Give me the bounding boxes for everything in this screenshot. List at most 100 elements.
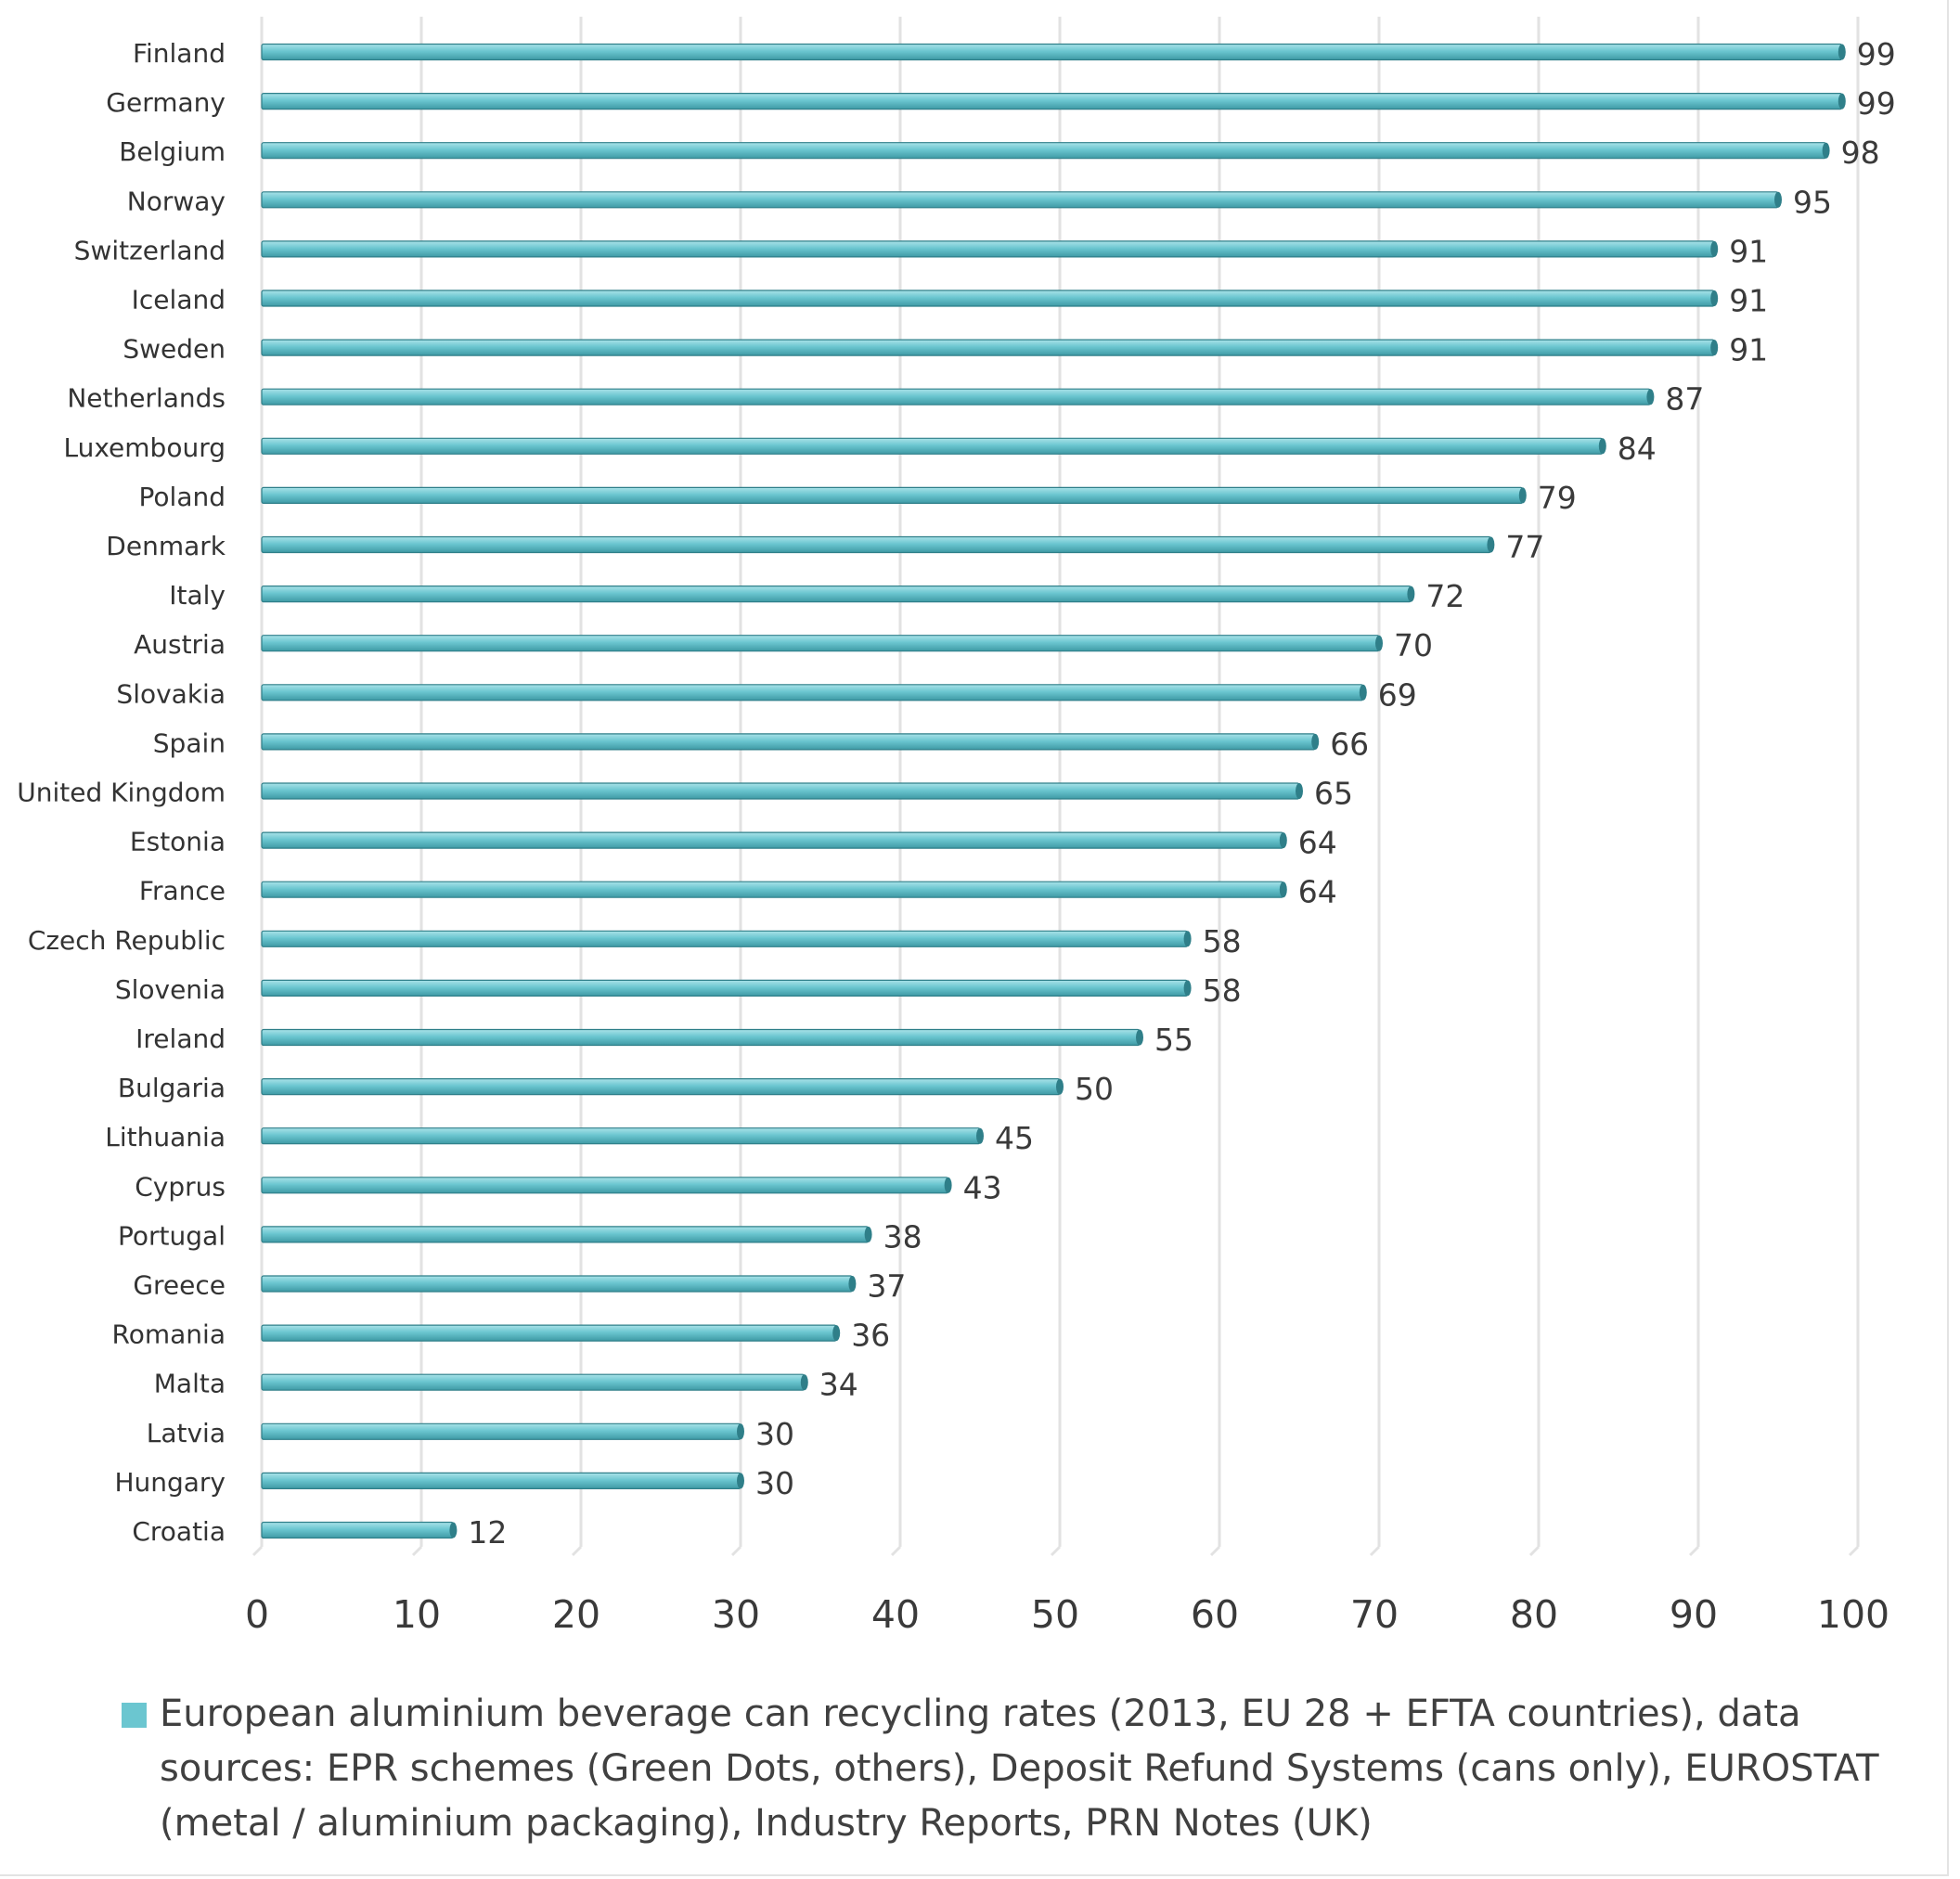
bar-end-cap xyxy=(944,1177,952,1193)
bar-end-cap xyxy=(1598,438,1606,455)
category-labels: Finland Germany Belgium Norway Switzerland Ic… xyxy=(17,38,226,1547)
value-label: 72 xyxy=(1425,578,1464,614)
value-label: 64 xyxy=(1298,825,1337,861)
x-tick-label: 90 xyxy=(1670,1592,1718,1637)
bar-end-cap xyxy=(976,1127,984,1144)
bar-end-cap xyxy=(1056,1078,1064,1095)
bar-end-cap xyxy=(1822,142,1830,159)
value-label: 30 xyxy=(755,1416,794,1452)
value-label: 36 xyxy=(851,1318,890,1354)
gridline-foot xyxy=(1528,1545,1541,1557)
bar xyxy=(261,1077,1061,1096)
category-label: France xyxy=(139,876,226,907)
gridline-foot xyxy=(571,1545,583,1557)
bar xyxy=(261,486,1524,505)
category-label: Germany xyxy=(106,87,226,118)
value-label: 43 xyxy=(963,1169,1002,1205)
category-label: Italy xyxy=(169,580,226,611)
value-label: 34 xyxy=(819,1367,858,1403)
bar xyxy=(261,930,1189,947)
bar xyxy=(261,437,1604,455)
bar xyxy=(261,1127,981,1145)
frame-border-right xyxy=(1947,0,1949,1876)
value-label: 58 xyxy=(1203,923,1242,959)
bar-end-cap xyxy=(1774,191,1782,208)
value-label: 91 xyxy=(1729,233,1768,269)
bar xyxy=(261,1028,1141,1047)
value-label: 58 xyxy=(1203,972,1242,1009)
frame-border-bottom xyxy=(0,1874,1949,1876)
bar xyxy=(261,1324,837,1342)
legend-swatch xyxy=(122,1703,147,1728)
category-label: Austria xyxy=(134,629,226,660)
category-label: Slovenia xyxy=(115,974,226,1005)
gridline-foot xyxy=(1050,1545,1062,1557)
value-label: 99 xyxy=(1857,85,1896,122)
value-label: 84 xyxy=(1618,431,1657,467)
bar-end-cap xyxy=(1183,931,1192,947)
bar-end-cap xyxy=(1838,44,1846,60)
bar-chart: Finland Germany Belgium Norway Switzerland Ic… xyxy=(17,17,1896,1637)
bar-end-cap xyxy=(1518,487,1527,504)
value-label: 50 xyxy=(1075,1071,1114,1107)
value-label: 98 xyxy=(1841,135,1880,171)
category-label: Romania xyxy=(112,1319,226,1350)
category-label: Lithuania xyxy=(105,1122,226,1152)
x-tick-label: 100 xyxy=(1817,1592,1889,1637)
bar xyxy=(261,1275,854,1293)
category-label: Slovakia xyxy=(116,678,226,709)
category-label: Croatia xyxy=(132,1516,226,1547)
value-label: 79 xyxy=(1538,480,1577,516)
category-label: Greece xyxy=(133,1270,226,1301)
bar xyxy=(261,191,1779,209)
bar-end-cap xyxy=(449,1522,458,1538)
bar xyxy=(261,339,1715,356)
category-label: Poland xyxy=(139,482,226,512)
x-tick-label: 60 xyxy=(1191,1592,1239,1637)
category-label: Iceland xyxy=(132,285,226,315)
category-label: Estonia xyxy=(130,827,226,857)
category-label: Spain xyxy=(153,727,226,758)
bar-end-cap xyxy=(1183,980,1192,997)
category-label: Czech Republic xyxy=(28,925,226,956)
value-label: 30 xyxy=(755,1465,794,1501)
bars xyxy=(261,43,1846,1539)
value-label: 65 xyxy=(1314,776,1353,812)
category-label: Sweden xyxy=(122,334,226,365)
bar-end-cap xyxy=(1296,783,1303,799)
bar-end-cap xyxy=(1279,882,1287,898)
value-label: 38 xyxy=(883,1218,922,1255)
bar xyxy=(261,1472,741,1490)
category-label: Norway xyxy=(127,186,226,216)
x-tick-label: 80 xyxy=(1510,1592,1558,1637)
bar-end-cap xyxy=(1279,832,1287,849)
category-label: United Kingdom xyxy=(17,778,226,808)
bar xyxy=(261,142,1827,160)
bar xyxy=(261,1226,870,1243)
x-tick-label: 70 xyxy=(1350,1592,1399,1637)
bar-end-cap xyxy=(737,1423,744,1440)
bar xyxy=(261,1373,806,1391)
bar-end-cap xyxy=(1838,93,1846,109)
category-label: Ireland xyxy=(135,1023,226,1054)
category-label: Finland xyxy=(133,38,226,69)
bar-end-cap xyxy=(1710,240,1719,257)
bar-end-cap xyxy=(1646,389,1655,405)
category-label: Latvia xyxy=(147,1418,226,1448)
x-tick-label: 0 xyxy=(245,1592,269,1637)
value-label: 45 xyxy=(995,1120,1034,1156)
value-label: 91 xyxy=(1729,332,1768,368)
value-label: 64 xyxy=(1298,874,1337,910)
bar-end-cap xyxy=(1710,340,1719,356)
bar-end-cap xyxy=(1359,684,1367,701)
gridline-foot xyxy=(1369,1545,1381,1557)
bar-end-cap xyxy=(1136,1029,1143,1046)
bar-end-cap xyxy=(1375,635,1383,651)
value-label: 66 xyxy=(1330,726,1369,762)
bar xyxy=(261,92,1843,110)
category-label: Denmark xyxy=(106,531,226,561)
bar-end-cap xyxy=(848,1276,857,1292)
bar xyxy=(261,43,1843,61)
value-label: 95 xyxy=(1793,184,1832,220)
bar xyxy=(261,290,1715,307)
